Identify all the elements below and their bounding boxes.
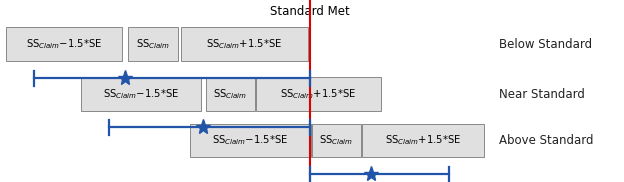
FancyBboxPatch shape (81, 77, 201, 111)
Text: SS$_{Claim}$−1.5*SE: SS$_{Claim}$−1.5*SE (103, 87, 179, 101)
Text: Standard Met: Standard Met (270, 5, 350, 18)
Text: SS$_{Claim}$+1.5*SE: SS$_{Claim}$+1.5*SE (384, 134, 461, 147)
Text: SS$_{Claim}$: SS$_{Claim}$ (213, 87, 247, 101)
FancyBboxPatch shape (6, 27, 122, 61)
Text: SS$_{Claim}$−1.5*SE: SS$_{Claim}$−1.5*SE (212, 134, 289, 147)
Text: SS$_{Claim}$: SS$_{Claim}$ (136, 37, 170, 51)
Text: Above Standard: Above Standard (499, 134, 593, 147)
FancyBboxPatch shape (312, 124, 361, 157)
Text: Below Standard: Below Standard (499, 38, 592, 51)
Text: SS$_{Claim}$: SS$_{Claim}$ (319, 134, 353, 147)
FancyBboxPatch shape (190, 124, 311, 157)
FancyBboxPatch shape (206, 77, 255, 111)
Text: SS$_{Claim}$+1.5*SE: SS$_{Claim}$+1.5*SE (280, 87, 356, 101)
Text: SS$_{Claim}$+1.5*SE: SS$_{Claim}$+1.5*SE (206, 37, 283, 51)
FancyBboxPatch shape (128, 27, 178, 61)
FancyBboxPatch shape (181, 27, 308, 61)
Text: SS$_{Claim}$−1.5*SE: SS$_{Claim}$−1.5*SE (26, 37, 102, 51)
FancyBboxPatch shape (362, 124, 484, 157)
FancyBboxPatch shape (256, 77, 381, 111)
Text: Near Standard: Near Standard (499, 88, 585, 101)
